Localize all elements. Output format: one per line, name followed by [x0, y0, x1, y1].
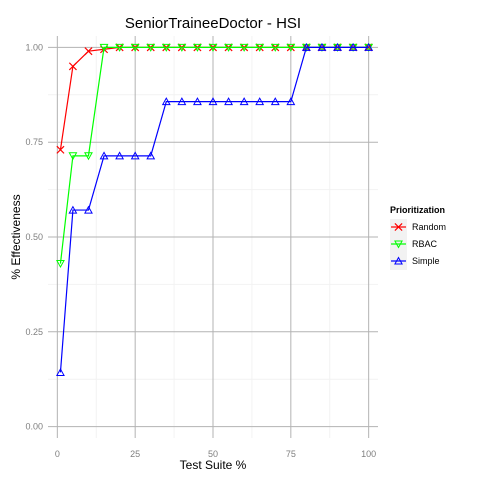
data-point-simple — [84, 205, 93, 214]
plot-series — [56, 42, 374, 376]
data-point-random-stroke — [364, 43, 373, 52]
data-point-simple — [56, 367, 65, 376]
data-point-simple — [255, 97, 265, 106]
y-tick-label: 0.25 — [25, 327, 43, 337]
data-point-simple — [317, 42, 327, 51]
data-point-rbac — [56, 259, 65, 268]
data-point-rbac — [208, 43, 218, 52]
x-tick-label: 0 — [55, 449, 60, 459]
y-tick-label: 1.00 — [25, 42, 43, 52]
legend-label-simple: Simple — [412, 256, 440, 266]
y-tick-label: 0.00 — [25, 422, 43, 432]
data-point-simple — [192, 97, 202, 106]
data-point-rbac — [239, 43, 249, 52]
data-point-random — [364, 43, 373, 52]
series-random — [56, 43, 373, 154]
legend-title: Prioritization — [390, 205, 445, 215]
data-point-rbac — [270, 43, 280, 52]
series-line-simple — [59, 46, 369, 373]
data-point-simple — [68, 205, 78, 214]
data-point-simple — [208, 97, 218, 106]
y-tick-label: 0.50 — [25, 232, 43, 242]
legend-label-random: Random — [412, 222, 446, 232]
data-point-simple — [130, 151, 140, 160]
data-point-random — [84, 47, 93, 56]
data-point-simple — [286, 97, 296, 106]
legend-marker-simple — [394, 256, 403, 265]
legend: Prioritization Random RBAC Simple — [390, 205, 446, 270]
chart-title: SeniorTraineeDoctor - HSI — [125, 15, 301, 32]
x-tick-label: 25 — [130, 449, 140, 459]
legend-label-rbac: RBAC — [412, 239, 438, 249]
axis-ticks: 0 25 50 75 100 0.00 0.25 0.50 0.75 1.00 — [25, 42, 376, 459]
legend-marker-rbac — [394, 240, 403, 249]
data-point-simple — [301, 42, 311, 51]
data-point-simple — [146, 151, 156, 160]
data-point-rbac — [161, 43, 171, 52]
legend-items: Random RBAC Simple — [390, 219, 446, 270]
data-point-random-stroke — [56, 145, 65, 154]
data-point-simple — [99, 151, 109, 160]
data-point-simple — [270, 97, 280, 106]
legend-marker-random — [394, 222, 403, 232]
data-point-rbac — [115, 43, 125, 52]
data-point-simple — [177, 97, 187, 106]
data-point-rbac — [286, 43, 296, 52]
data-point-random-stroke — [84, 47, 93, 56]
data-point-rbac — [255, 43, 265, 52]
y-axis-title: % Effectiveness — [9, 194, 23, 279]
legend-item-rbac: RBAC — [390, 236, 438, 253]
data-point-rbac — [224, 43, 234, 52]
y-tick-label: 0.75 — [25, 137, 43, 147]
data-point-simple — [364, 42, 374, 51]
data-point-random — [56, 145, 65, 154]
data-point-rbac — [177, 43, 187, 52]
data-point-simple — [224, 97, 234, 106]
series-simple — [56, 42, 374, 376]
data-point-rbac — [192, 43, 202, 52]
x-axis-title: Test Suite % — [180, 458, 247, 472]
x-tick-label: 100 — [361, 449, 376, 459]
legend-item-random: Random — [390, 219, 446, 236]
series-line-random — [59, 46, 369, 150]
data-point-simple — [239, 97, 249, 106]
data-point-simple — [348, 42, 358, 51]
data-point-simple — [115, 151, 125, 160]
data-point-simple — [333, 42, 342, 51]
x-tick-label: 50 — [208, 449, 218, 459]
x-tick-label: 75 — [286, 449, 296, 459]
data-point-random — [68, 62, 77, 71]
data-point-rbac — [146, 43, 156, 52]
data-point-rbac — [68, 152, 78, 161]
legend-marker-random-stroke — [394, 222, 403, 232]
data-point-rbac — [130, 43, 140, 52]
data-point-rbac — [99, 43, 109, 52]
data-point-random-stroke — [68, 62, 77, 71]
legend-item-simple: Simple — [390, 253, 440, 270]
data-point-rbac — [84, 152, 93, 161]
data-point-simple — [161, 97, 171, 106]
